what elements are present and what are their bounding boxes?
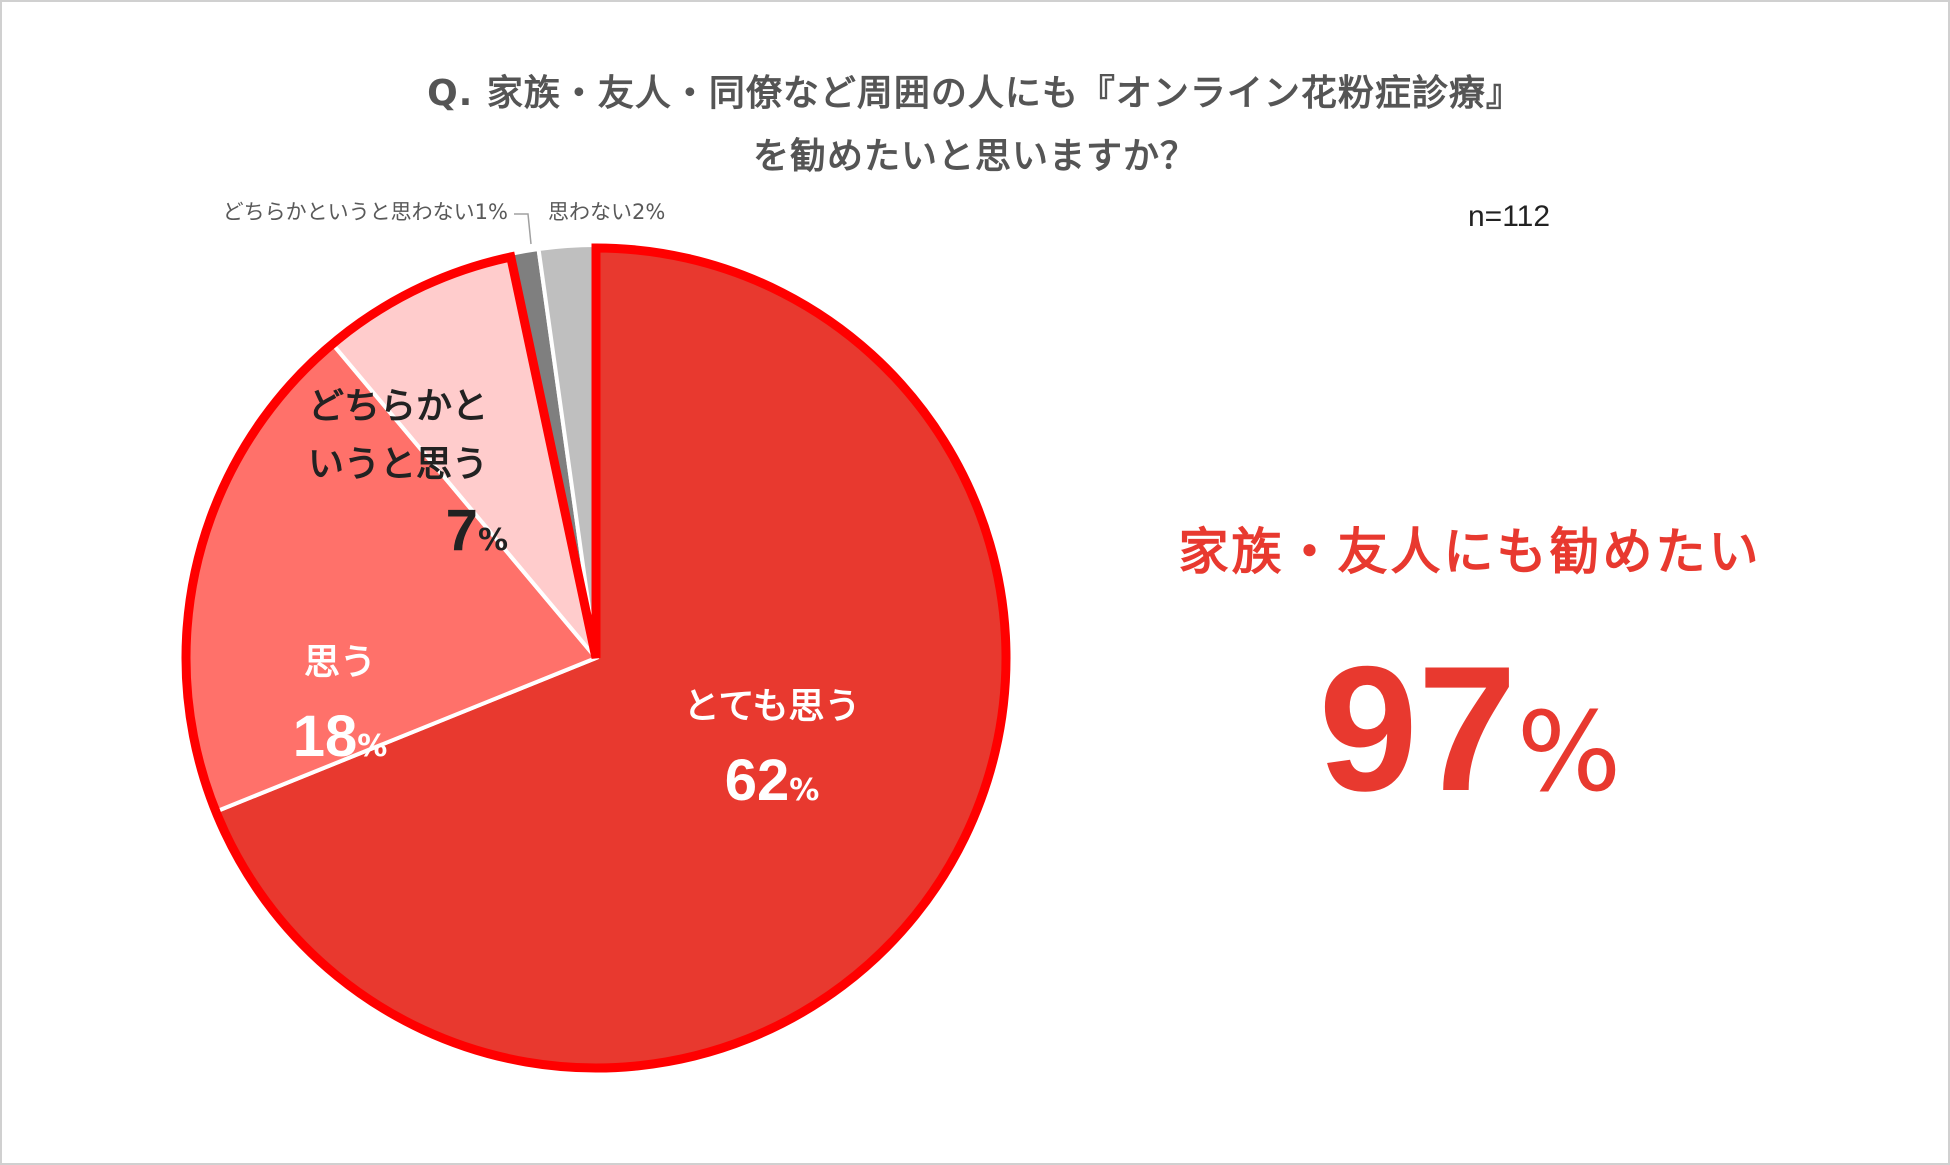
- label-very-much-value: 62%: [725, 748, 820, 813]
- label-no: 思わない2%: [548, 200, 665, 224]
- summary-value: 97%: [1110, 640, 1830, 818]
- label-somewhat-value: 18%: [293, 704, 388, 769]
- sample-size-label: n=112: [1468, 200, 1551, 233]
- chart-title-line-1: Q. 家族・友人・同僚など周囲の人にも『オンライン花粉症診療』: [427, 73, 1523, 114]
- summary-value-unit: %: [1516, 688, 1622, 816]
- label-somewhat: 思う 18%: [293, 642, 388, 769]
- label-somewhat-name: 思う: [304, 642, 376, 683]
- label-very-much: とても思う 62%: [683, 686, 860, 813]
- label-very-much-name: とても思う: [683, 686, 860, 727]
- chart-title-line-2: を勧めたいと思いますか？: [752, 136, 1197, 177]
- highlight-outline: [181, 243, 1011, 1073]
- label-rather-value: 7%: [446, 498, 508, 563]
- label-rather-name: どちらかと: [308, 386, 488, 427]
- summary-value-number: 97: [1318, 629, 1517, 828]
- summary-label: 家族・友人にも勧めたい: [1178, 523, 1762, 581]
- label-rather-not: どちらかというと思わない1%: [223, 200, 508, 224]
- label-rather-not-leader-line: [514, 213, 532, 245]
- label-rather-name: いうと思う: [308, 444, 488, 485]
